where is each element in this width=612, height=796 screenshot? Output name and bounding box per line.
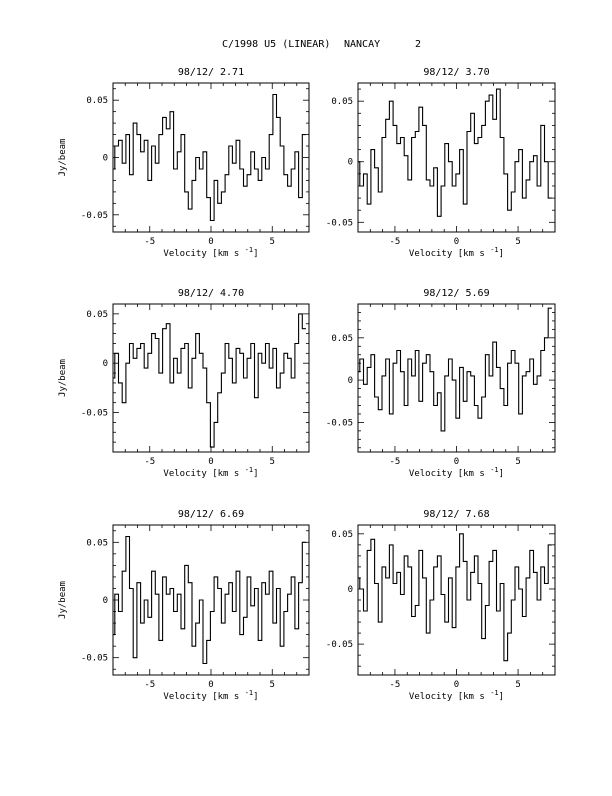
chart4-ytick-label: -0.05 — [326, 418, 353, 428]
chart2-xtick-label: 5 — [515, 237, 520, 247]
chart2-ytick-label: -0.05 — [326, 218, 353, 228]
chart4-ytick-label: 0 — [348, 376, 353, 386]
figure-title-site: NANCAY — [344, 39, 380, 50]
chart5-xlabel: Velocity [km s -1] — [163, 689, 258, 702]
chart6-ytick-label: 0 — [348, 585, 353, 595]
figure-title-page: 2 — [415, 39, 421, 50]
chart3: -5 0 5 0.05 0 -0.05 98/12/ 4.70 Velocity [km s … — [58, 288, 310, 479]
chart2-title: 98/12/ 3.70 — [423, 67, 489, 78]
chart3-title: 98/12/ 4.70 — [178, 288, 244, 299]
chart6-xtick-label: -5 — [390, 680, 401, 690]
chart1-ytick-label: -0.05 — [81, 211, 108, 221]
chart2-ytick-label: 0.05 — [331, 97, 353, 107]
chart1-ytick-label: 0.05 — [86, 96, 108, 106]
chart4-frame — [357, 303, 556, 453]
chart4-xtick-label: 5 — [515, 457, 520, 467]
chart5-xtick-label: -5 — [144, 680, 155, 690]
chart4-ytick-label: 0.05 — [331, 334, 353, 344]
chart3-xtick-label: 0 — [208, 457, 213, 467]
chart6-series-line — [358, 533, 552, 662]
chart5-ytick-label: 0 — [103, 596, 108, 606]
chart4-series-line — [358, 307, 552, 432]
chart6-xtick-label: 0 — [454, 680, 459, 690]
chart4-title: 98/12/ 5.69 — [423, 288, 489, 299]
chart3-ytick-label: -0.05 — [81, 409, 108, 419]
chart2-xlabel: Velocity [km s -1] — [409, 246, 504, 259]
chart5-xtick-label: 5 — [270, 680, 275, 690]
chart1-xtick-label: 0 — [208, 237, 213, 247]
chart3-ytick-label: 0.05 — [86, 310, 108, 320]
chart1-ytick-label: 0 — [103, 154, 108, 164]
chart6-xtick-label: 5 — [515, 680, 520, 690]
figure-title-object: C/1998 U5 (LINEAR) — [222, 39, 330, 50]
chart1-series-line — [113, 93, 306, 222]
chart2: -5 0 5 0.05 0 -0.05 98/12/ 3.70 Velocity [km s … — [326, 67, 556, 259]
chart4: -5 0 5 0.05 0 -0.05 98/12/ 5.69 Velocity [km s … — [326, 288, 556, 479]
chart1-title: 98/12/ 2.71 — [178, 67, 244, 78]
chart3-xtick-label: -5 — [144, 457, 155, 467]
chart2-ytick-label: 0 — [348, 158, 353, 168]
chart3-frame — [112, 303, 310, 453]
chart1: -5 0 5 0.05 0 -0.05 98/12/ 2.71 Velocity [km s … — [58, 67, 310, 259]
chart1-xlabel: Velocity [km s -1] — [163, 246, 258, 259]
chart3-xlabel: Velocity [km s -1] — [163, 466, 258, 479]
chart3-ylabel: Jy/beam — [58, 359, 68, 397]
chart3-xtick-label: 5 — [270, 457, 275, 467]
chart4-xlabel: Velocity [km s -1] — [409, 466, 504, 479]
chart5-ytick-label: -0.05 — [81, 654, 108, 664]
chart2-xtick-label: 0 — [454, 237, 459, 247]
chart5-series-line — [113, 535, 306, 665]
chart1-xtick-label: 5 — [270, 237, 275, 247]
chart5-xtick-label: 0 — [208, 680, 213, 690]
chart6-title: 98/12/ 7.68 — [423, 509, 489, 520]
chart6-xlabel: Velocity [km s -1] — [409, 689, 504, 702]
chart1-frame — [112, 82, 310, 233]
chart5-title: 98/12/ 6.69 — [178, 509, 244, 520]
chart4-xtick-label: 0 — [454, 457, 459, 467]
chart3-ytick-label: 0 — [103, 359, 108, 369]
chart5: -5 0 5 0.05 0 -0.05 98/12/ 6.69 Velocity [km s … — [58, 509, 310, 702]
chart6-ytick-label: 0.05 — [331, 530, 353, 540]
chart6: -5 0 5 0.05 0 -0.05 98/12/ 7.68 Velocity [km s … — [326, 509, 556, 702]
chart4-xtick-label: -5 — [390, 457, 401, 467]
chart5-frame — [112, 524, 310, 676]
chart2-series-line — [358, 88, 552, 217]
chart1-xtick-label: -5 — [144, 237, 155, 247]
chart1-ylabel: Jy/beam — [58, 139, 68, 177]
chart6-frame — [357, 524, 556, 676]
chart2-xtick-label: -5 — [390, 237, 401, 247]
chart5-ytick-label: 0.05 — [86, 538, 108, 548]
chart5-ylabel: Jy/beam — [58, 581, 68, 619]
chart2-frame — [357, 82, 556, 233]
chart3-series-line — [113, 313, 306, 448]
chart6-ytick-label: -0.05 — [326, 640, 353, 650]
